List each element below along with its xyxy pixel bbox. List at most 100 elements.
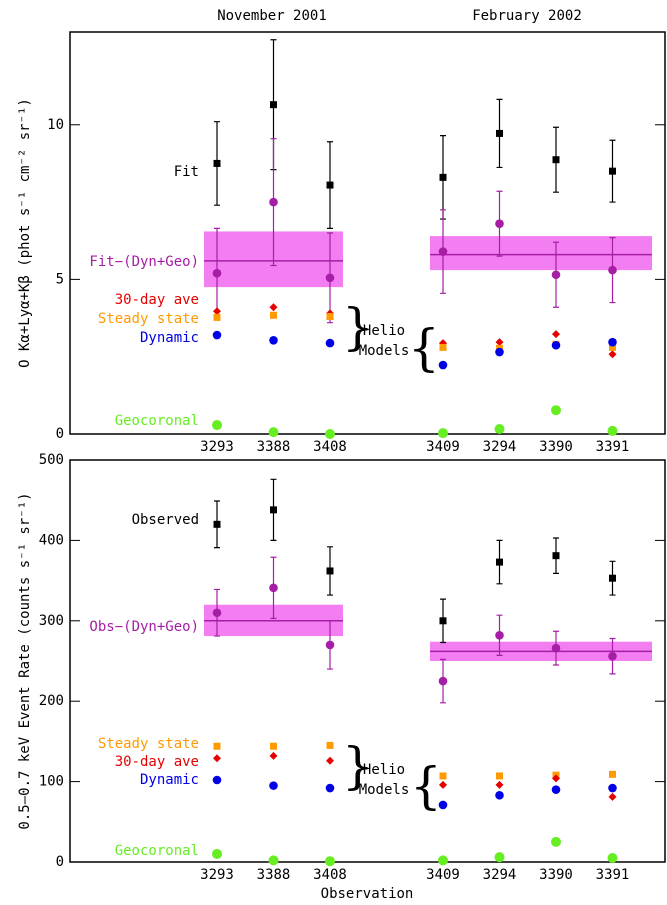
marker — [495, 790, 504, 800]
marker — [268, 427, 279, 438]
marker — [495, 780, 504, 789]
marker — [494, 852, 505, 863]
marker — [438, 247, 448, 256]
group-label: November 2001 — [217, 8, 327, 24]
marker — [552, 156, 560, 164]
marker — [269, 781, 278, 790]
marker — [608, 651, 617, 661]
marker — [325, 338, 335, 348]
series-label: Dynamic — [140, 330, 199, 346]
marker — [212, 608, 222, 618]
marker — [268, 855, 279, 866]
series-label: Geocoronal — [115, 843, 199, 859]
marker — [325, 640, 335, 650]
series-label: 30-day ave — [115, 292, 199, 308]
marker — [212, 775, 222, 785]
marker — [608, 792, 617, 801]
series-label: Dynamic — [140, 772, 199, 788]
x-tick-label: 3388 — [257, 867, 291, 883]
band — [430, 236, 652, 271]
marker — [496, 772, 503, 780]
marker — [552, 774, 560, 783]
marker — [325, 783, 335, 793]
y-tick-label: 5 — [56, 271, 64, 287]
marker — [608, 783, 617, 793]
x-tick-label: 3409 — [426, 867, 460, 883]
marker — [607, 425, 618, 436]
marker — [213, 520, 221, 528]
plot-frame — [69, 31, 666, 435]
x-tick-label: 3294 — [483, 439, 517, 455]
y-tick-label: 400 — [39, 532, 64, 548]
series-label: Obs−(Dyn+Geo) — [89, 619, 199, 635]
annotation: Models — [359, 343, 410, 359]
y-tick-label: 0 — [56, 426, 64, 442]
marker — [325, 856, 335, 867]
marker — [494, 424, 505, 435]
marker — [269, 336, 278, 345]
marker — [495, 630, 504, 640]
marker — [213, 159, 221, 167]
marker — [213, 742, 221, 750]
x-tick-label: 3408 — [313, 867, 347, 883]
marker — [552, 552, 560, 560]
marker — [608, 350, 617, 359]
marker — [270, 742, 277, 750]
brace: { — [410, 757, 442, 815]
marker — [496, 558, 503, 566]
annotation: Helio — [363, 323, 405, 339]
x-tick-label: 3391 — [596, 867, 630, 883]
marker — [495, 347, 504, 357]
marker — [325, 273, 335, 283]
y-tick-label: 300 — [39, 613, 64, 629]
marker — [551, 405, 561, 416]
marker — [270, 101, 277, 109]
x-tick-label: 3294 — [483, 867, 517, 883]
group-label: February 2002 — [472, 8, 582, 24]
marker — [607, 852, 618, 863]
marker — [495, 338, 504, 347]
marker — [326, 741, 334, 749]
marker — [325, 429, 335, 439]
y-tick-label: 100 — [39, 774, 64, 790]
marker — [551, 340, 561, 350]
marker — [608, 337, 617, 347]
brace: { — [408, 319, 440, 377]
marker — [438, 855, 448, 866]
marker — [552, 330, 560, 339]
marker — [269, 303, 278, 312]
marker — [608, 265, 617, 275]
marker — [438, 428, 448, 439]
annotation: Models — [359, 782, 410, 798]
x-axis-title: Observation — [321, 886, 414, 902]
marker — [551, 643, 561, 653]
marker — [609, 343, 616, 351]
x-tick-label: 3408 — [313, 439, 347, 455]
marker — [495, 219, 504, 229]
y-tick-label: 500 — [39, 452, 64, 468]
annotation: Helio — [363, 762, 405, 778]
marker — [551, 270, 561, 280]
plot-frame — [69, 459, 666, 863]
y-axis-title: O Kα+Lyα+Kβ (phot s⁻¹ cm⁻² sr⁻¹) — [17, 98, 33, 368]
marker — [439, 772, 447, 780]
marker — [439, 617, 447, 625]
marker — [439, 173, 447, 181]
marker — [326, 312, 334, 320]
x-tick-label: 3293 — [200, 867, 234, 883]
marker — [438, 800, 448, 810]
marker — [496, 129, 503, 137]
marker — [213, 307, 221, 316]
brace: } — [342, 298, 374, 356]
marker — [213, 313, 221, 321]
marker — [609, 770, 616, 778]
x-tick-label: 3390 — [539, 439, 573, 455]
series-label: Steady state — [98, 311, 199, 327]
series-label: Fit — [174, 164, 199, 180]
marker — [269, 751, 278, 760]
marker — [269, 583, 278, 593]
marker — [326, 567, 334, 575]
marker — [212, 420, 222, 431]
marker — [609, 167, 616, 175]
y-tick-label: 10 — [47, 117, 64, 133]
